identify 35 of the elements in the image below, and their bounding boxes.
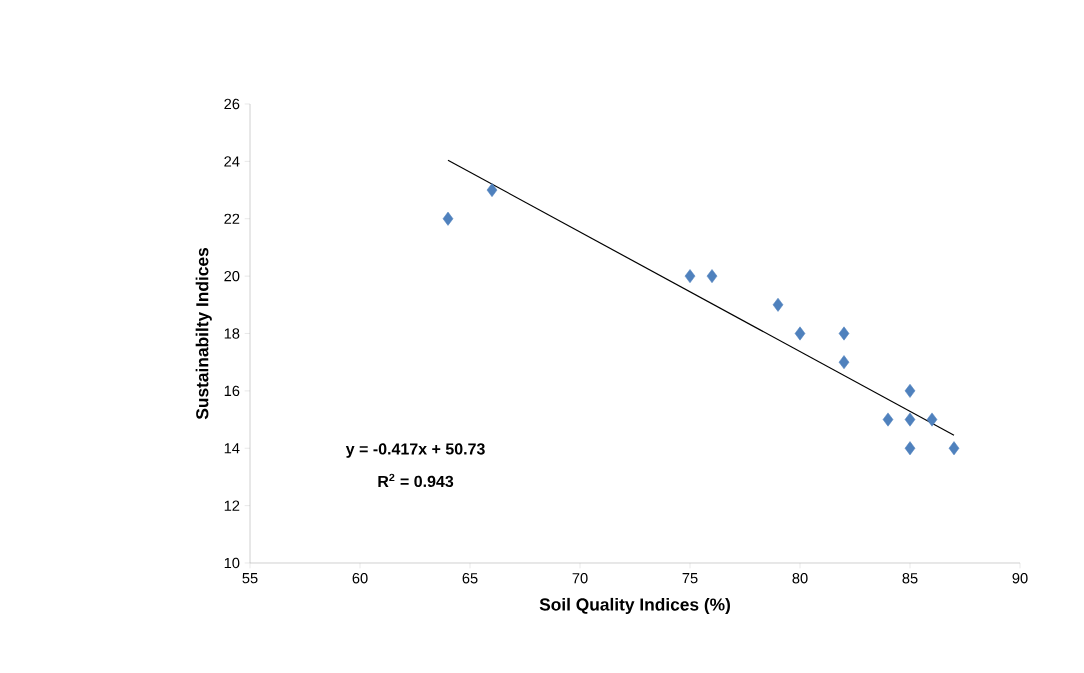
y-tick-label: 14	[224, 443, 240, 454]
x-tick-label: 65	[462, 573, 478, 584]
point	[904, 441, 916, 456]
y-tick-label: 24	[224, 156, 240, 167]
x-tick-label: 80	[792, 573, 808, 584]
point	[684, 269, 696, 284]
point	[838, 355, 850, 370]
x-tick-label: 85	[902, 573, 918, 584]
point	[486, 183, 498, 197]
point	[904, 412, 916, 427]
y-tick-label: 18	[224, 328, 240, 339]
point	[904, 383, 916, 398]
point	[706, 269, 718, 284]
annotation: y = -0.417x + 50.73	[345, 443, 485, 458]
point	[926, 412, 938, 427]
x-tick-label: 60	[352, 573, 368, 584]
y-tick-label: 12	[224, 500, 240, 511]
y-axis-title: Sustainabilty Indices	[195, 247, 212, 420]
y-tick-label: 10	[224, 557, 240, 569]
point	[794, 326, 806, 341]
y-tick-label: 16	[224, 385, 240, 397]
point	[882, 412, 894, 427]
y-tick-label: 26	[224, 98, 240, 110]
x-tick-label: 75	[682, 573, 698, 584]
y-tick-label: 22	[224, 213, 240, 224]
point	[442, 211, 454, 226]
x-axis-title: Soil Quality Indices (%)	[539, 597, 730, 615]
x-tick-label: 70	[572, 573, 588, 584]
annotation: R$^{2}$ = 0.943	[378, 473, 454, 488]
point	[948, 441, 960, 456]
point	[838, 326, 850, 341]
x-tick-label: 90	[1012, 573, 1028, 584]
y-tick-label: 20	[224, 270, 240, 282]
point	[772, 297, 784, 312]
x-tick-label: 55	[242, 573, 258, 584]
